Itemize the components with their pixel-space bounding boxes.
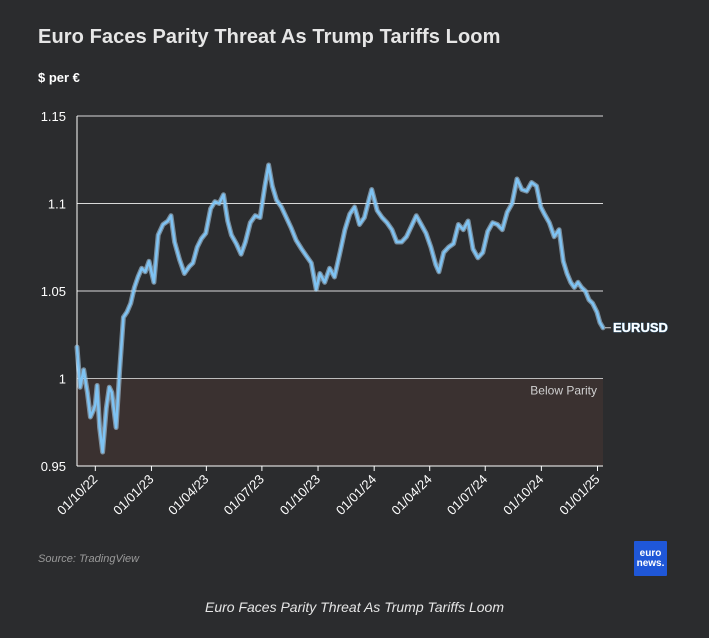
y-tick-label: 1 [59,372,66,387]
x-tick-label: 01/04/24 [388,472,434,518]
x-tick-label: 01/07/23 [221,472,267,518]
below-parity-band [77,378,603,466]
logo-line-1: euro [639,547,662,559]
y-tick-label: 1.05 [41,284,66,299]
x-tick-label: 01/10/24 [500,472,546,518]
x-tick-label: 01/10/22 [54,472,100,518]
y-tick-label: 0.95 [41,459,66,474]
series-line-eurusd [75,163,605,454]
x-tick-label: 01/01/25 [556,472,602,518]
chart-title: Euro Faces Parity Threat As Trump Tariff… [38,26,501,48]
y-tick-label: 1.15 [41,109,66,124]
x-tick-label: 01/01/24 [333,472,379,518]
source-note: Source: TradingView [38,553,140,565]
y-tick-label: 1.1 [48,197,66,212]
y-unit-label: $ per € [38,70,80,85]
series-label-eurusd: EURUSD [613,320,668,335]
logo-line-2: news. [636,557,665,569]
below-parity-label: Below Parity [530,384,597,398]
x-tick-label: 01/07/24 [444,472,490,518]
euronews-logo: euro news. [634,541,667,576]
x-tick-label: 01/04/23 [165,472,211,518]
figure-caption: Euro Faces Parity Threat As Trump Tariff… [204,599,505,615]
x-tick-label: 01/10/23 [277,472,323,518]
x-tick-label: 01/01/23 [110,472,156,518]
